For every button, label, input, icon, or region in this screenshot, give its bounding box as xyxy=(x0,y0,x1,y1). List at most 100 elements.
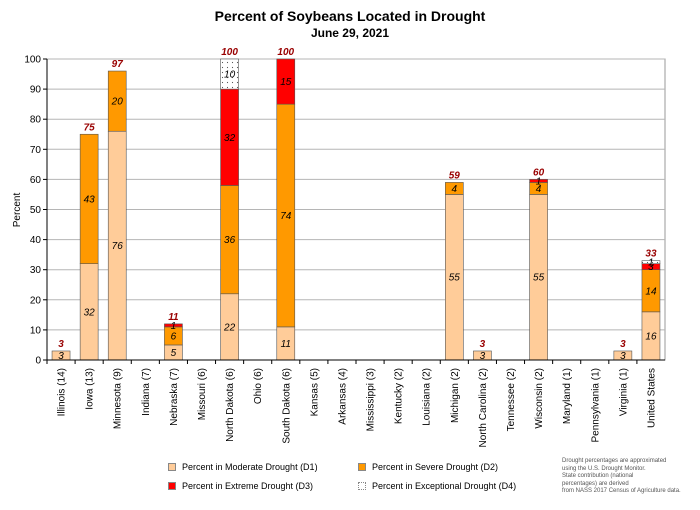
x-tick-label-20: Virginia (1) xyxy=(618,368,629,416)
bar-segment-2-1 xyxy=(107,70,127,132)
total-label-21: 33 xyxy=(645,249,657,260)
segment-label-21-2: 3 xyxy=(648,262,654,273)
segment-label-17-0: 55 xyxy=(533,273,545,284)
drought-chart: Percent of Soybeans Located in Drought J… xyxy=(12,8,666,447)
x-tick-label-17: Wisconsin (2) xyxy=(534,368,545,429)
segment-label-4-1: 6 xyxy=(171,331,177,342)
bar-segment-14-1 xyxy=(445,182,464,195)
y-tick-label-90: 90 xyxy=(30,85,42,96)
segment-label-1-0: 32 xyxy=(84,307,96,318)
x-tick-label-2: Minnesota (9) xyxy=(113,368,124,429)
legend-item-d3: Percent in Extreme Drought (D3) xyxy=(168,481,313,491)
x-tick-label-14: Michigan (2) xyxy=(450,368,461,423)
segment-label-6-2: 32 xyxy=(224,133,236,144)
x-tick-label-6: North Dakota (6) xyxy=(225,368,236,442)
total-label-15: 3 xyxy=(480,339,486,350)
x-tick-label-8: South Dakota (6) xyxy=(281,368,292,444)
legend: Percent in Moderate Drought (D1) Percent… xyxy=(168,460,548,500)
total-label-4: 11 xyxy=(168,312,179,323)
legend-swatch-d1 xyxy=(168,463,176,471)
legend-item-d4: Percent in Exceptional Drought (D4) xyxy=(358,481,516,491)
segment-label-6-0: 22 xyxy=(223,322,236,333)
x-tick-label-3: Indiana (7) xyxy=(141,368,152,416)
segment-label-8-2: 15 xyxy=(280,77,292,88)
bar-segment-1-1 xyxy=(79,133,99,264)
x-tick-label-7: Ohio (6) xyxy=(253,368,264,404)
x-tick-label-5: Missouri (6) xyxy=(197,368,208,420)
note-line-4: percentages) are derived xyxy=(562,480,629,487)
note-line-3: State contribution (national xyxy=(562,473,634,479)
y-tick-label-0: 0 xyxy=(35,356,41,367)
segment-label-4-2: 1 xyxy=(171,321,177,332)
x-tick-label-11: Mississippi (3) xyxy=(366,368,377,431)
segment-label-8-0: 11 xyxy=(281,339,291,350)
legend-swatch-d4 xyxy=(358,482,366,490)
segment-label-14-1: 4 xyxy=(452,184,458,195)
note-line-2: using the U.S. Drought Monitor. xyxy=(562,465,646,472)
note-line-1: Drought percentages are approximated xyxy=(562,458,667,464)
segment-label-2-0: 76 xyxy=(112,241,124,252)
note-line-5: from NASS 2017 Census of Agriculture dat… xyxy=(562,488,681,494)
bar-segment-21-3 xyxy=(641,260,661,264)
segment-label-20-0: 3 xyxy=(620,351,626,362)
total-label-20: 3 xyxy=(620,339,626,350)
bars: 3332437576209756111223632101001174151005… xyxy=(51,47,661,362)
total-label-17: 60 xyxy=(533,167,545,178)
segment-label-21-3: 1 xyxy=(648,258,654,269)
axes: 0 10 20 30 40 50 60 70 80 90 100 Illinois (14) Iowa … xyxy=(24,55,665,447)
x-tick-label-1: Iowa (13) xyxy=(85,368,96,410)
y-axis-label: Percent xyxy=(12,193,23,228)
x-tick-label-18: Maryland (1) xyxy=(562,368,573,424)
total-label-8: 100 xyxy=(277,47,294,58)
y-tick-label-80: 80 xyxy=(30,115,42,126)
y-tick-label-20: 20 xyxy=(30,295,42,306)
total-label-0: 3 xyxy=(58,339,64,350)
bar-segment-4-2 xyxy=(164,323,183,328)
legend-label-d2: Percent in Severe Drought (D2) xyxy=(372,462,499,472)
segment-label-14-0: 55 xyxy=(449,273,461,284)
x-tick-label-9: Kansas (5) xyxy=(309,368,320,416)
x-tick-label-15: North Carolina (2) xyxy=(478,368,489,447)
segment-label-0-0: 3 xyxy=(58,351,64,362)
x-tick-label-0: Illinois (14) xyxy=(57,368,68,416)
total-label-14: 59 xyxy=(449,170,461,181)
segment-label-1-1: 43 xyxy=(84,194,96,205)
x-tick-label-4: Nebraska (7) xyxy=(169,368,180,426)
y-tick-label-40: 40 xyxy=(30,235,42,246)
total-label-1: 75 xyxy=(84,122,96,133)
x-tick-label-19: Pennsylvania (1) xyxy=(590,368,601,442)
bar-segment-6-3 xyxy=(220,58,239,90)
segment-label-4-0: 5 xyxy=(171,348,177,359)
segment-label-21-1: 14 xyxy=(645,286,657,297)
y-tick-label-70: 70 xyxy=(30,145,42,156)
segment-label-21-0: 16 xyxy=(645,331,657,342)
total-label-6: 100 xyxy=(221,47,238,58)
segment-label-6-1: 36 xyxy=(224,235,236,246)
segment-label-2-1: 20 xyxy=(111,97,124,108)
legend-swatch-d2 xyxy=(358,463,366,471)
source-note: Drought percentages are approximated usi… xyxy=(562,458,692,496)
bar-segment-8-2 xyxy=(276,58,296,105)
legend-item-d1: Percent in Moderate Drought (D1) xyxy=(168,462,318,472)
segment-label-17-1: 4 xyxy=(536,184,542,195)
y-tick-label-100: 100 xyxy=(24,55,41,66)
chart-title: Percent of Soybeans Located in Drought xyxy=(215,8,486,24)
segment-label-6-3: 10 xyxy=(224,70,236,81)
legend-swatch-d3 xyxy=(168,482,176,490)
x-tick-label-12: Kentucky (2) xyxy=(394,368,405,424)
x-tick-label-10: Arkansas (4) xyxy=(337,368,348,425)
legend-item-d2: Percent in Severe Drought (D2) xyxy=(358,462,498,472)
y-tick-label-50: 50 xyxy=(30,205,42,216)
x-tick-label-13: Louisiana (2) xyxy=(422,368,433,426)
y-tick-label-60: 60 xyxy=(30,175,42,186)
legend-label-d4: Percent in Exceptional Drought (D4) xyxy=(372,481,517,491)
segment-label-17-2: 1 xyxy=(536,176,542,187)
y-tick-label-10: 10 xyxy=(30,325,42,336)
x-tick-label-21: United States xyxy=(646,368,657,428)
legend-label-d3: Percent in Extreme Drought (D3) xyxy=(182,481,314,491)
segment-label-8-1: 74 xyxy=(280,211,292,222)
grid xyxy=(46,58,666,361)
x-tick-label-16: Tennessee (2) xyxy=(506,368,517,431)
total-label-2: 97 xyxy=(112,59,124,70)
legend-label-d1: Percent in Moderate Drought (D1) xyxy=(182,462,318,472)
